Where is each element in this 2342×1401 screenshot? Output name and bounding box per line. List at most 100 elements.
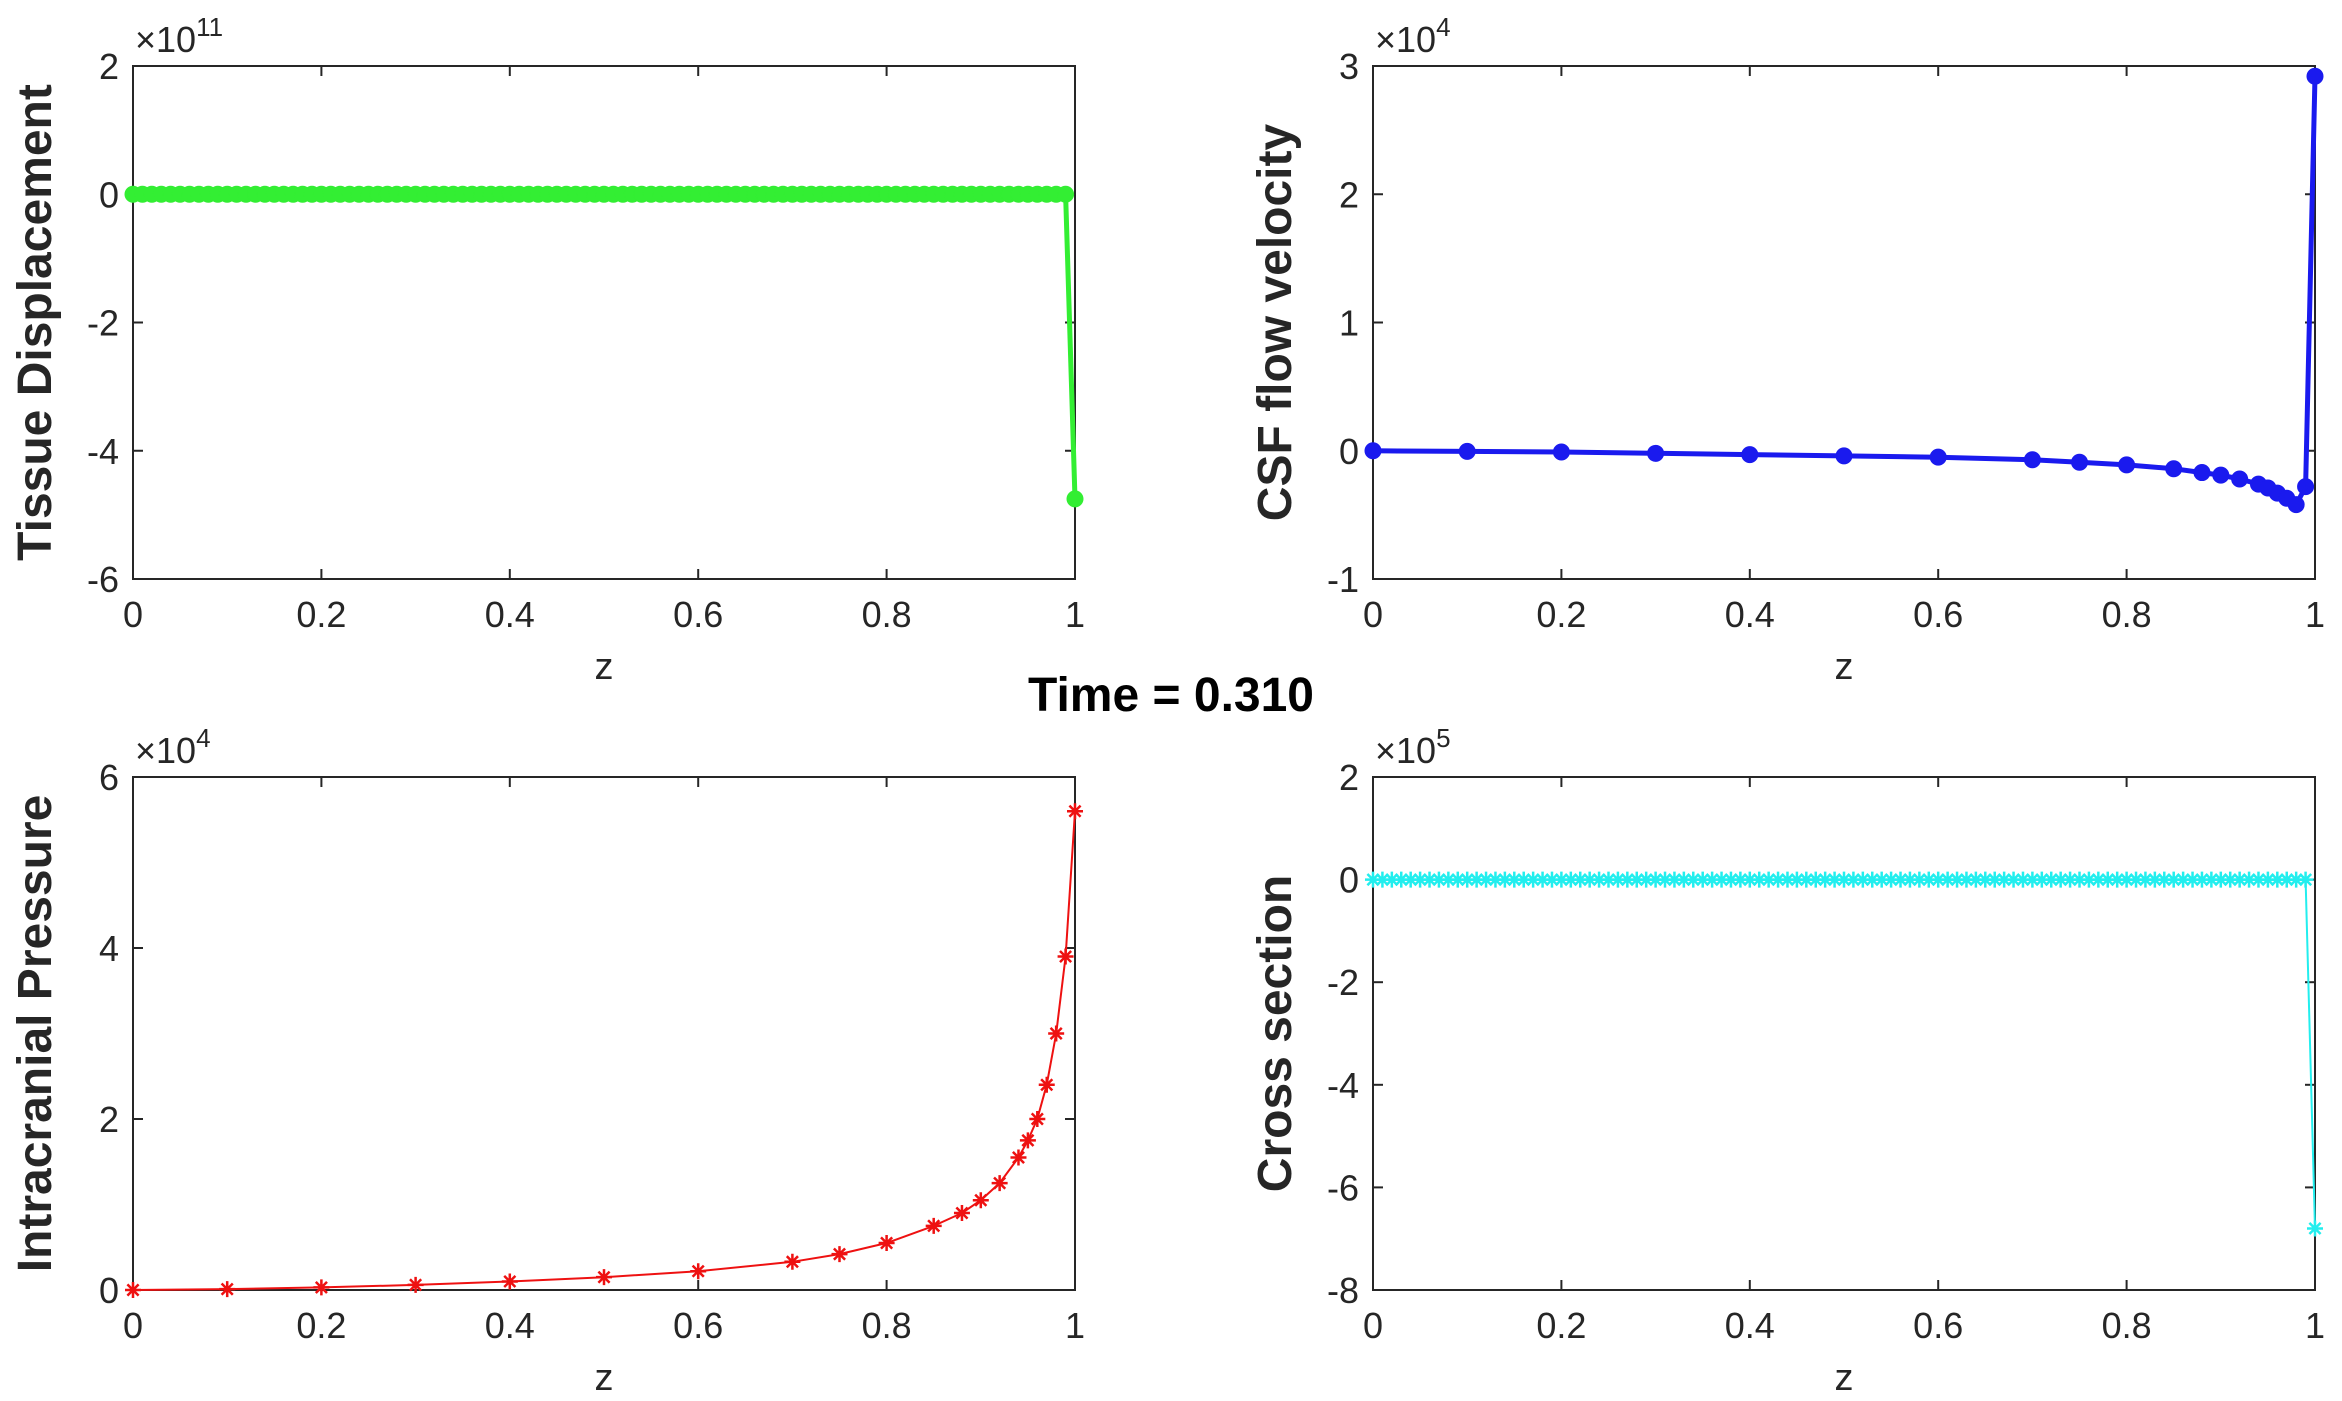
x-tick-label: 0.4 — [485, 594, 535, 635]
data-point — [1694, 871, 1711, 888]
axes-box — [132, 65, 1076, 580]
data-point — [2259, 871, 2276, 888]
axes-box — [132, 776, 1076, 1291]
data-point — [1029, 1111, 1046, 1127]
data-point — [2297, 871, 2314, 888]
data-point — [2062, 871, 2079, 888]
x-tick-label: 0.2 — [1536, 594, 1586, 635]
data-point — [2043, 871, 2060, 888]
data-point — [2033, 871, 2050, 888]
data-point — [1798, 871, 1815, 888]
data-point — [2250, 871, 2267, 888]
data-point — [2193, 871, 2210, 888]
data-point — [2024, 871, 2041, 888]
y-tick-label: 6 — [99, 757, 119, 798]
data-point — [1996, 871, 2013, 888]
x-tick-label: 0.4 — [1725, 1305, 1775, 1346]
data-point — [1515, 871, 1532, 888]
data-point — [2212, 871, 2229, 888]
y-axis-label: CSF flow velocity — [1249, 123, 1302, 521]
data-point — [1647, 871, 1664, 888]
data-point — [1788, 871, 1805, 888]
data-point — [1430, 871, 1447, 888]
data-point — [1478, 871, 1495, 888]
data-point — [1581, 871, 1598, 888]
data-point — [1807, 871, 1824, 888]
x-tick-label: 0.6 — [673, 1305, 723, 1346]
data-point — [1534, 871, 1551, 888]
axes-box — [1372, 776, 2316, 1291]
x-axis-label: z — [1835, 646, 1854, 688]
data-point — [2014, 871, 2031, 888]
data-point — [1657, 871, 1674, 888]
chart-panel-bottom-right: 0 0.2 0.4 0.6 0.8 1 -8 -6 -4 -2 0 2 ×105 z Cross secti… — [1249, 723, 2325, 1399]
x-tick-label: 0.2 — [296, 1305, 346, 1346]
data-point — [1911, 871, 1928, 888]
exponent-label: ×104 — [1375, 12, 1451, 60]
chart-panel-bottom-left: 0 0.2 0.4 0.6 0.8 1 0 2 4 6 ×104 z Intracranial Pres… — [9, 723, 1085, 1399]
x-tick-label: 0 — [123, 1305, 143, 1346]
data-point — [1393, 871, 1410, 888]
data-point — [125, 1282, 141, 1298]
y-tick-label: 2 — [1339, 174, 1359, 215]
x-tick-label: 0.6 — [673, 594, 723, 635]
y-axis-label: Tissue Displacement — [9, 84, 62, 561]
data-point — [1713, 871, 1730, 888]
data-point — [690, 1263, 707, 1280]
data-point — [2193, 464, 2211, 482]
x-tick-label: 0.4 — [1725, 594, 1775, 635]
exponent-label: ×105 — [1375, 723, 1451, 771]
y-tick-label: -8 — [1327, 1270, 1359, 1311]
data-point — [1019, 1132, 1036, 1149]
exponent-label: ×104 — [135, 723, 211, 771]
data-point — [1496, 871, 1513, 888]
data-point — [2109, 871, 2126, 888]
data-point — [1487, 871, 1504, 888]
data-point — [1609, 871, 1626, 888]
y-tick-label: 2 — [99, 1099, 119, 1140]
data-point — [1977, 871, 1994, 888]
data-point — [2023, 451, 2041, 469]
x-tick-label: 1 — [2305, 594, 2325, 635]
data-point — [1552, 443, 1570, 461]
y-tick-label: -6 — [87, 559, 119, 600]
data-point — [991, 1175, 1008, 1192]
data-point — [2052, 871, 2069, 888]
x-tick-label: 0.8 — [862, 594, 912, 635]
x-tick-label: 0.8 — [2102, 594, 2152, 635]
data-point — [2203, 871, 2220, 888]
x-tick-label: 0.6 — [1913, 594, 1963, 635]
data-point — [1038, 1076, 1055, 1093]
data-point — [2090, 871, 2107, 888]
data-point — [1459, 871, 1476, 888]
data-point — [1939, 871, 1956, 888]
x-tick-label: 1 — [2305, 1305, 2325, 1346]
y-tick-label: -1 — [1327, 559, 1359, 600]
data-point — [1836, 871, 1852, 888]
data-point — [2005, 871, 2022, 888]
data-point — [2307, 1220, 2323, 1237]
y-tick-label: 0 — [1339, 431, 1359, 472]
y-tick-label: -4 — [87, 431, 119, 472]
data-point — [1929, 448, 1947, 466]
data-point — [1421, 871, 1438, 888]
data-point — [2269, 871, 2286, 888]
data-point — [1967, 871, 1984, 888]
data-point — [1525, 871, 1542, 888]
data-point — [2118, 456, 2136, 474]
data-point — [1751, 871, 1768, 888]
data-point — [1374, 871, 1391, 888]
data-point — [1930, 871, 1947, 888]
data-point — [2128, 871, 2145, 888]
y-tick-label: 2 — [1339, 757, 1359, 798]
data-point — [953, 1205, 970, 1222]
x-axis-label: z — [595, 646, 614, 688]
data-point — [1779, 871, 1796, 888]
data-point — [2288, 871, 2305, 888]
data-point — [1591, 871, 1608, 888]
exponent-label: ×1011 — [135, 12, 223, 60]
data-point — [2231, 871, 2248, 888]
data-point — [1066, 490, 1084, 508]
data-point — [1958, 871, 1975, 888]
